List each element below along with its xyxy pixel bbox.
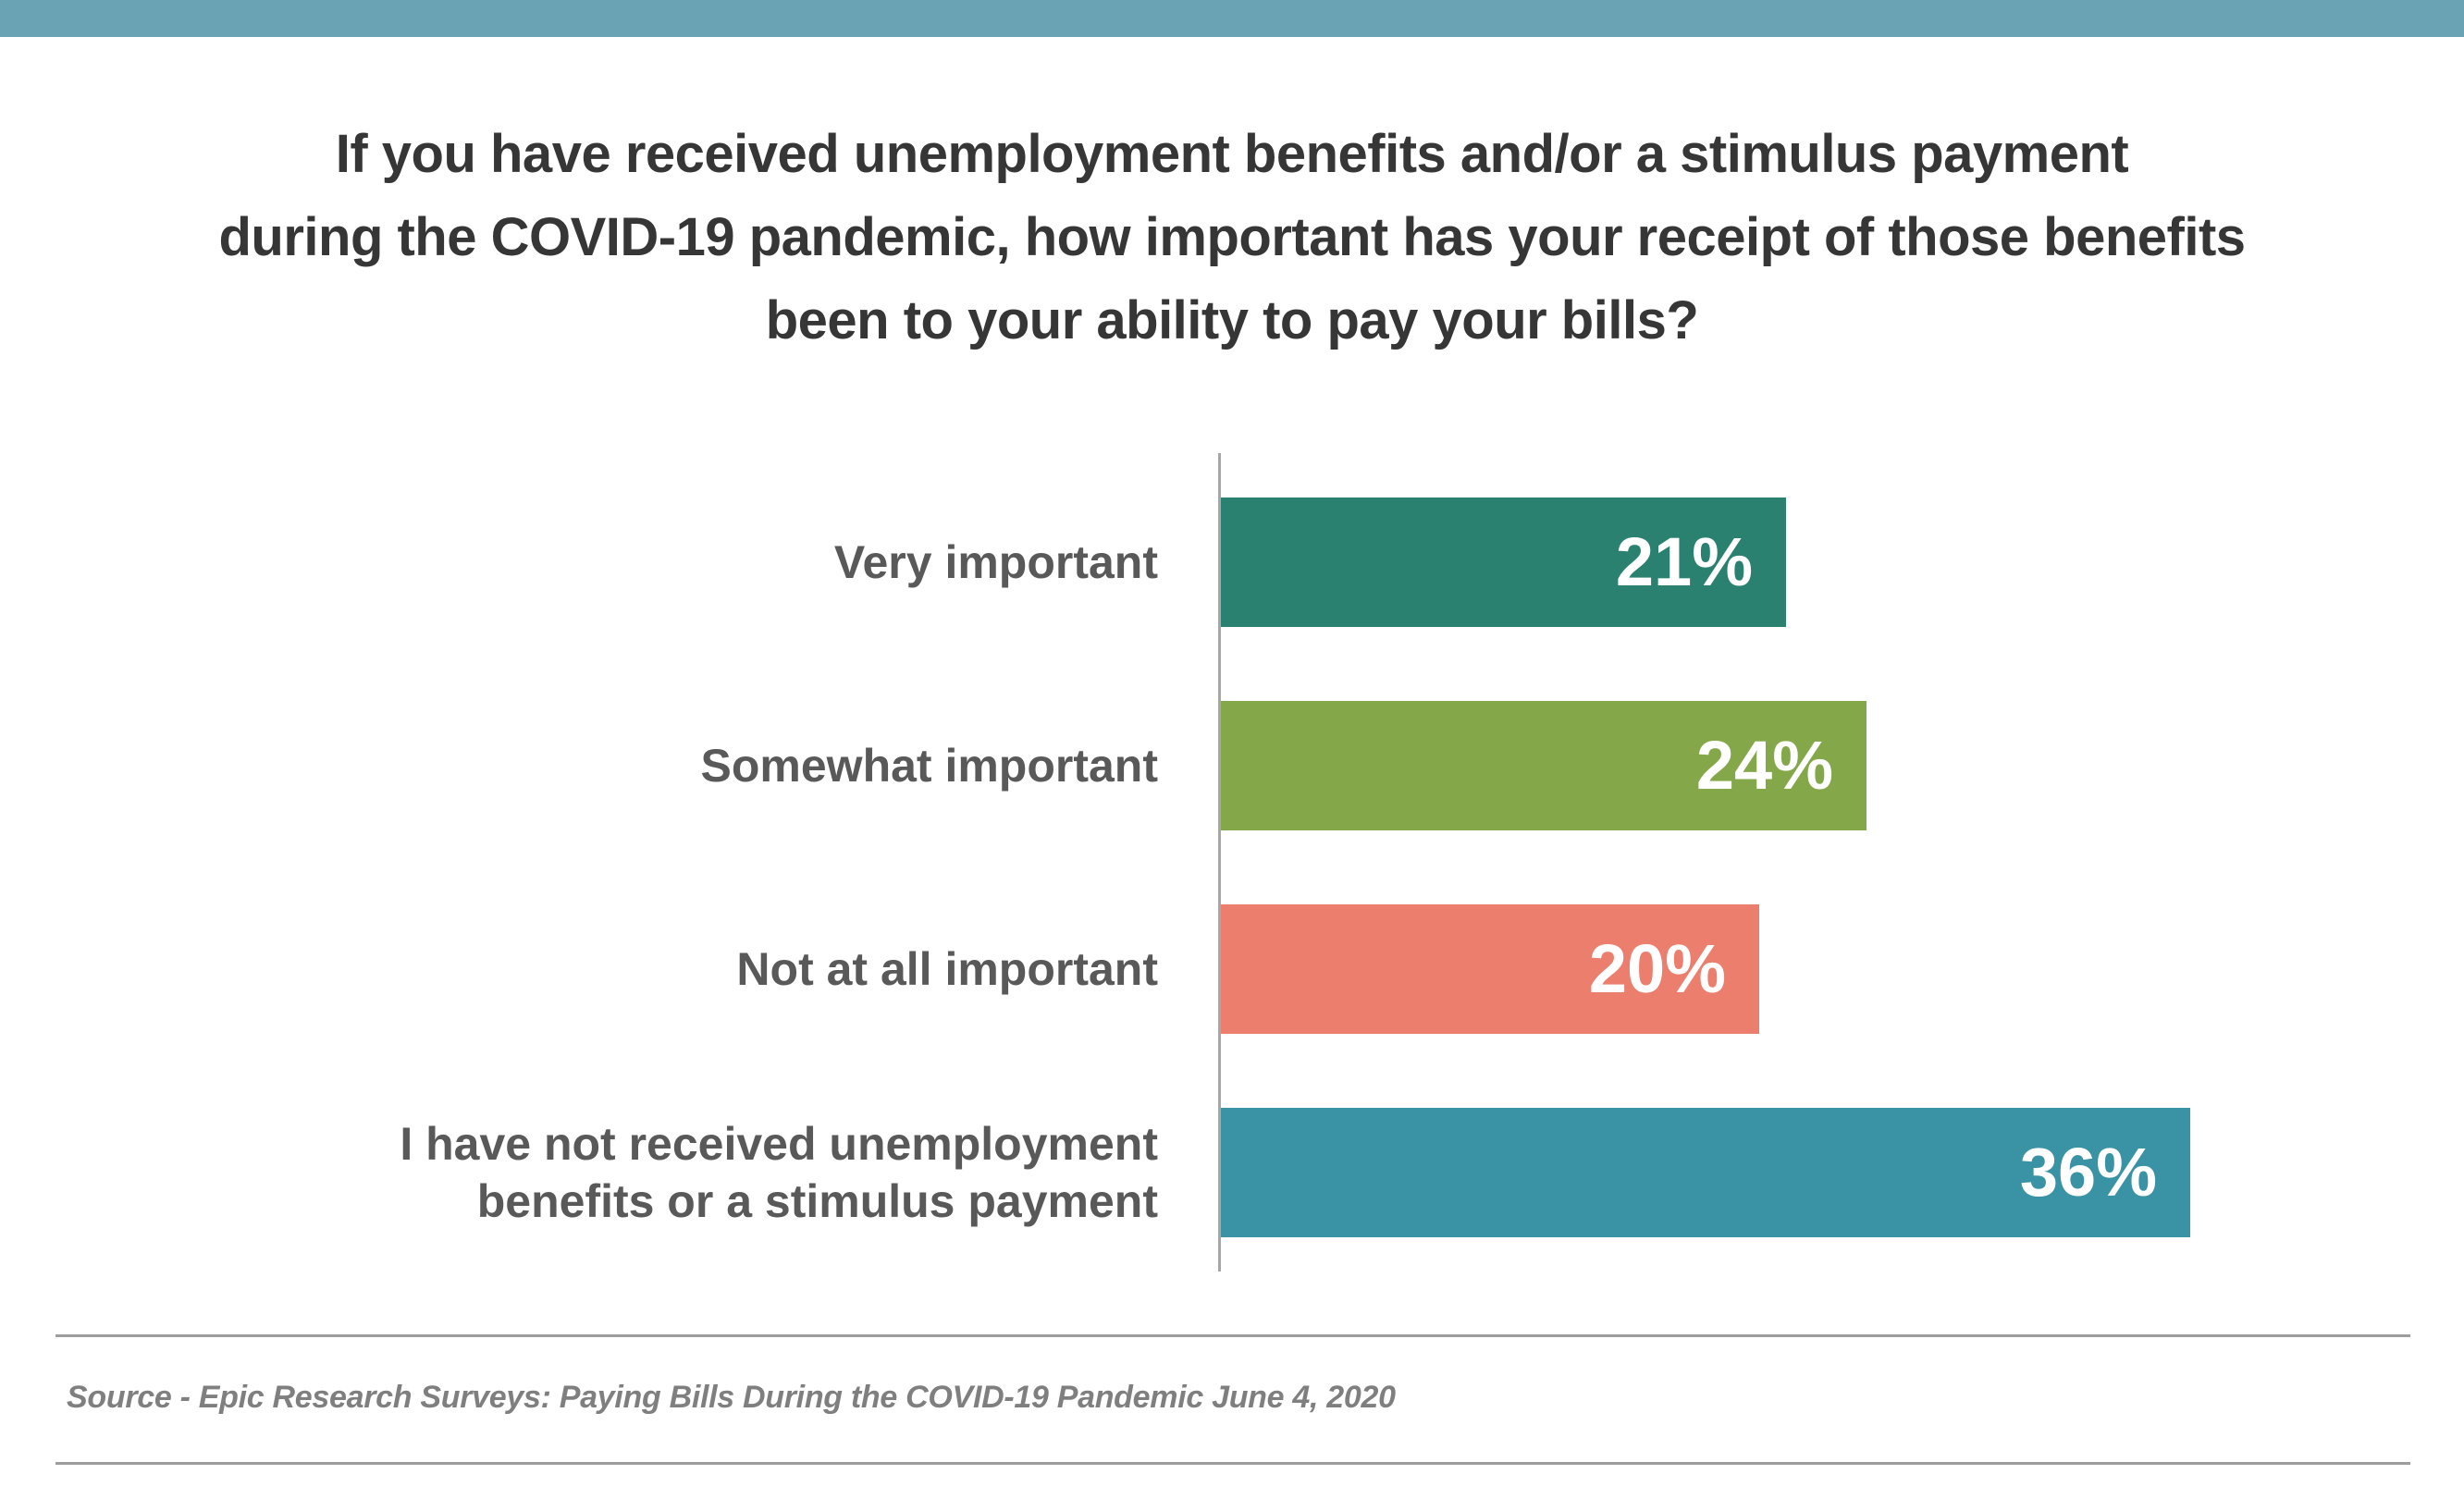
chart-title: If you have received unemployment benefi… bbox=[0, 113, 2464, 362]
bar-row: Very important 21% bbox=[0, 498, 2464, 627]
chart-title-line-3: been to your ability to pay your bills? bbox=[765, 290, 1699, 350]
bar: 36% bbox=[1221, 1108, 2190, 1237]
bar-row: I have not received unemployment benefits… bbox=[0, 1108, 2464, 1237]
category-label: Not at all important bbox=[736, 943, 1158, 995]
bar-value-label: 21% bbox=[1615, 523, 1753, 600]
chart-rows: Very important 21% Somewhat important 24… bbox=[0, 498, 2464, 1311]
footer-divider-bottom bbox=[55, 1462, 2410, 1465]
bar-row: Not at all important 20% bbox=[0, 904, 2464, 1034]
category-label: Very important bbox=[833, 536, 1158, 588]
y-axis-line bbox=[1218, 453, 1221, 1271]
bar-value-label: 24% bbox=[1695, 727, 1833, 804]
bar-value-label: 36% bbox=[2019, 1134, 2157, 1210]
bar: 21% bbox=[1221, 498, 1786, 627]
bar-row: Somewhat important 24% bbox=[0, 701, 2464, 830]
bar-value-label: 20% bbox=[1588, 930, 1726, 1007]
chart-title-line-1: If you have received unemployment benefi… bbox=[335, 124, 2129, 184]
header-accent-strip bbox=[0, 0, 2464, 37]
bar: 20% bbox=[1221, 904, 1759, 1034]
chart-title-line-2: during the COVID-19 pandemic, how import… bbox=[218, 207, 2246, 267]
category-label: I have not received unemployment benefits… bbox=[400, 1118, 1158, 1227]
category-label: Somewhat important bbox=[700, 740, 1158, 792]
footer-divider-top bbox=[55, 1334, 2410, 1337]
bar: 24% bbox=[1221, 701, 1866, 830]
source-attribution: Source - Epic Research Surveys: Paying B… bbox=[67, 1380, 1396, 1415]
